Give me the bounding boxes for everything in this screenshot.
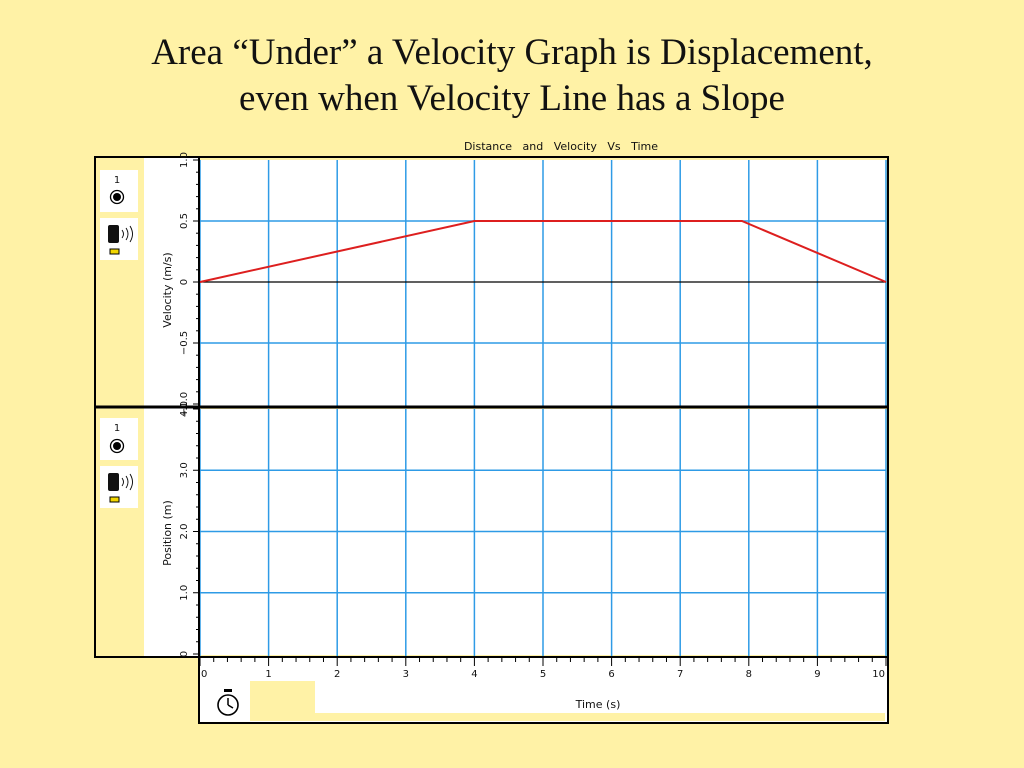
y-tick-label: 1.0 [179,152,190,168]
x-tick-label: 5 [540,669,546,680]
x-tick-label: 2 [334,669,340,680]
x-tick-label: 4 [471,669,477,680]
velocity-tick-labels: 1.0 0.5 0 −0.5 −1.0 [179,152,190,416]
y-tick-label: 0.5 [179,213,190,229]
strip-gap [250,681,315,721]
motion-sensor-icon [108,473,133,503]
x-tick-label: 1 [265,669,271,680]
y-tick-label: 1.0 [179,585,190,601]
y-tick-label: −1.0 [179,392,190,416]
x-tick-label: 0 [201,669,207,680]
velocity-line [199,220,887,283]
stopwatch-icon[interactable] [217,689,239,716]
position-tick-marks [193,408,200,655]
time-tick-labels: 0 1 2 3 4 5 6 7 8 9 10 [201,669,885,680]
x-tick-label: 6 [608,669,614,680]
position-grid [199,409,887,656]
y-tick-label: 2.0 [179,524,190,540]
velocity-series [199,220,887,283]
y-tick-label: 3.0 [179,462,190,478]
x-tick-label: 3 [403,669,409,680]
x-tick-label: 10 [872,669,885,680]
motion-sensor-icon [108,225,133,255]
position-axis-area [144,408,200,656]
channel-number-bottom: 1 [114,423,120,434]
time-label-box [315,681,885,713]
y-tick-label: 0 [179,279,190,285]
position-tick-labels: 4.0 3.0 2.0 1.0 0 [179,401,190,657]
velocity-axis-label: Velocity (m/s) [161,252,174,327]
y-tick-label: 0 [179,651,190,657]
velocity-axis-area [144,158,200,406]
radio-dot-icon[interactable] [109,438,125,454]
velocity-tick-marks [193,159,200,405]
radio-dot-icon[interactable] [109,189,125,205]
slide-title-line-2: even when Velocity Line has a Slope [239,78,785,119]
strip-gap-bottom [315,713,885,721]
time-axis-label: Time (s) [575,698,621,711]
y-tick-label: 4.0 [179,401,190,417]
chart-title: Distance and Velocity Vs Time [464,140,658,153]
time-tick-marks [199,658,887,666]
channel-number-top: 1 [114,175,120,186]
slide-title-line-1: Area “Under” a Velocity Graph is Displac… [151,32,873,73]
x-tick-label: 9 [814,669,820,680]
slide-title: Area “Under” a Velocity Graph is Displac… [0,30,1024,122]
y-tick-label: −0.5 [179,331,190,355]
channel-box-bottom [100,418,138,460]
position-axis-label: Position (m) [161,500,174,566]
x-tick-label: 8 [746,669,752,680]
x-tick-label: 7 [677,669,683,680]
